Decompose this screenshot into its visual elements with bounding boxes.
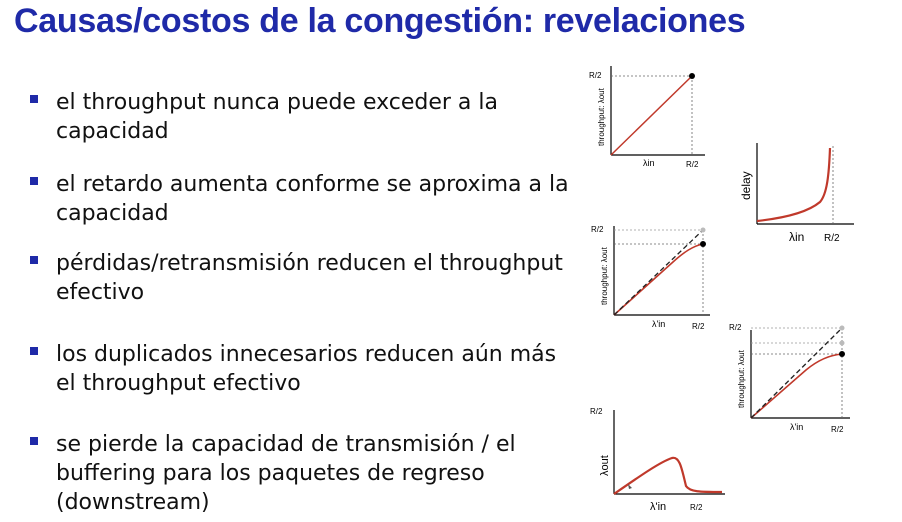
bullet-text: los duplicados innecesarios reducen aún … [56, 342, 557, 396]
bullet-text: se pierde la capacidad de transmisión / … [56, 432, 516, 515]
arrow-icon [628, 484, 632, 489]
bullet-text: el retardo aumenta conforme se aproxima … [56, 172, 569, 226]
throughput-curve [613, 456, 723, 495]
throughput-y-label: throughput: λout [597, 87, 606, 146]
r2-label: R/2 [589, 71, 602, 80]
bullet-text: el throughput nunca puede exceder a la c… [56, 90, 498, 144]
capacity-point [839, 351, 845, 357]
square-bullet-icon [30, 177, 38, 185]
bullet-text: pérdidas/retransmisión reducen el throug… [56, 251, 563, 305]
r2-label: R/2 [729, 323, 742, 332]
retransmission-point [839, 340, 845, 346]
delay-y-label: delay [739, 171, 753, 200]
lambda-in-prime-label: λ'in [650, 501, 666, 513]
bullet-item-downstream: se pierde la capacidad de transmisión / … [30, 430, 576, 517]
capacity-point [700, 241, 706, 247]
lambda-in-prime-label: λ'in [652, 319, 665, 329]
r2-label: R/2 [590, 407, 603, 416]
lambda-in-label: λin [643, 158, 655, 168]
r2-label: R/2 [690, 503, 703, 512]
ideal-point [839, 325, 845, 331]
square-bullet-icon [30, 256, 38, 264]
r2-label: R/2 [686, 160, 699, 169]
r2-label: R/2 [591, 225, 604, 234]
r2-label: R/2 [831, 425, 844, 434]
slide-title: Causas/costos de la congestión: revelaci… [14, 2, 746, 40]
r2-label: R/2 [824, 233, 840, 244]
square-bullet-icon [30, 437, 38, 445]
throughput-y-label: throughput: λout [737, 349, 746, 408]
throughput-y-label: throughput: λout [600, 246, 609, 305]
lambda-in-prime-label: λ'in [790, 422, 803, 432]
square-bullet-icon [30, 347, 38, 355]
ideal-line [613, 229, 704, 316]
square-bullet-icon [30, 95, 38, 103]
ideal-line [750, 327, 843, 419]
r2-label: R/2 [692, 322, 705, 331]
ideal-point [700, 227, 706, 233]
lambda-in-label: λin [789, 230, 804, 244]
throughput-curve [613, 243, 704, 316]
bullet-item-losses: pérdidas/retransmisión reducen el throug… [30, 249, 576, 307]
capacity-point [689, 73, 695, 79]
bullet-item-throughput: el throughput nunca puede exceder a la c… [30, 88, 576, 146]
bullet-item-delay: el retardo aumenta conforme se aproxima … [30, 170, 576, 228]
throughput-curve [610, 75, 693, 156]
bullet-item-duplicates: los duplicados innecesarios reducen aún … [30, 340, 576, 398]
delay-curve [756, 147, 832, 223]
throughput-curve [750, 353, 843, 419]
lambda-out-label: λout [599, 455, 611, 476]
